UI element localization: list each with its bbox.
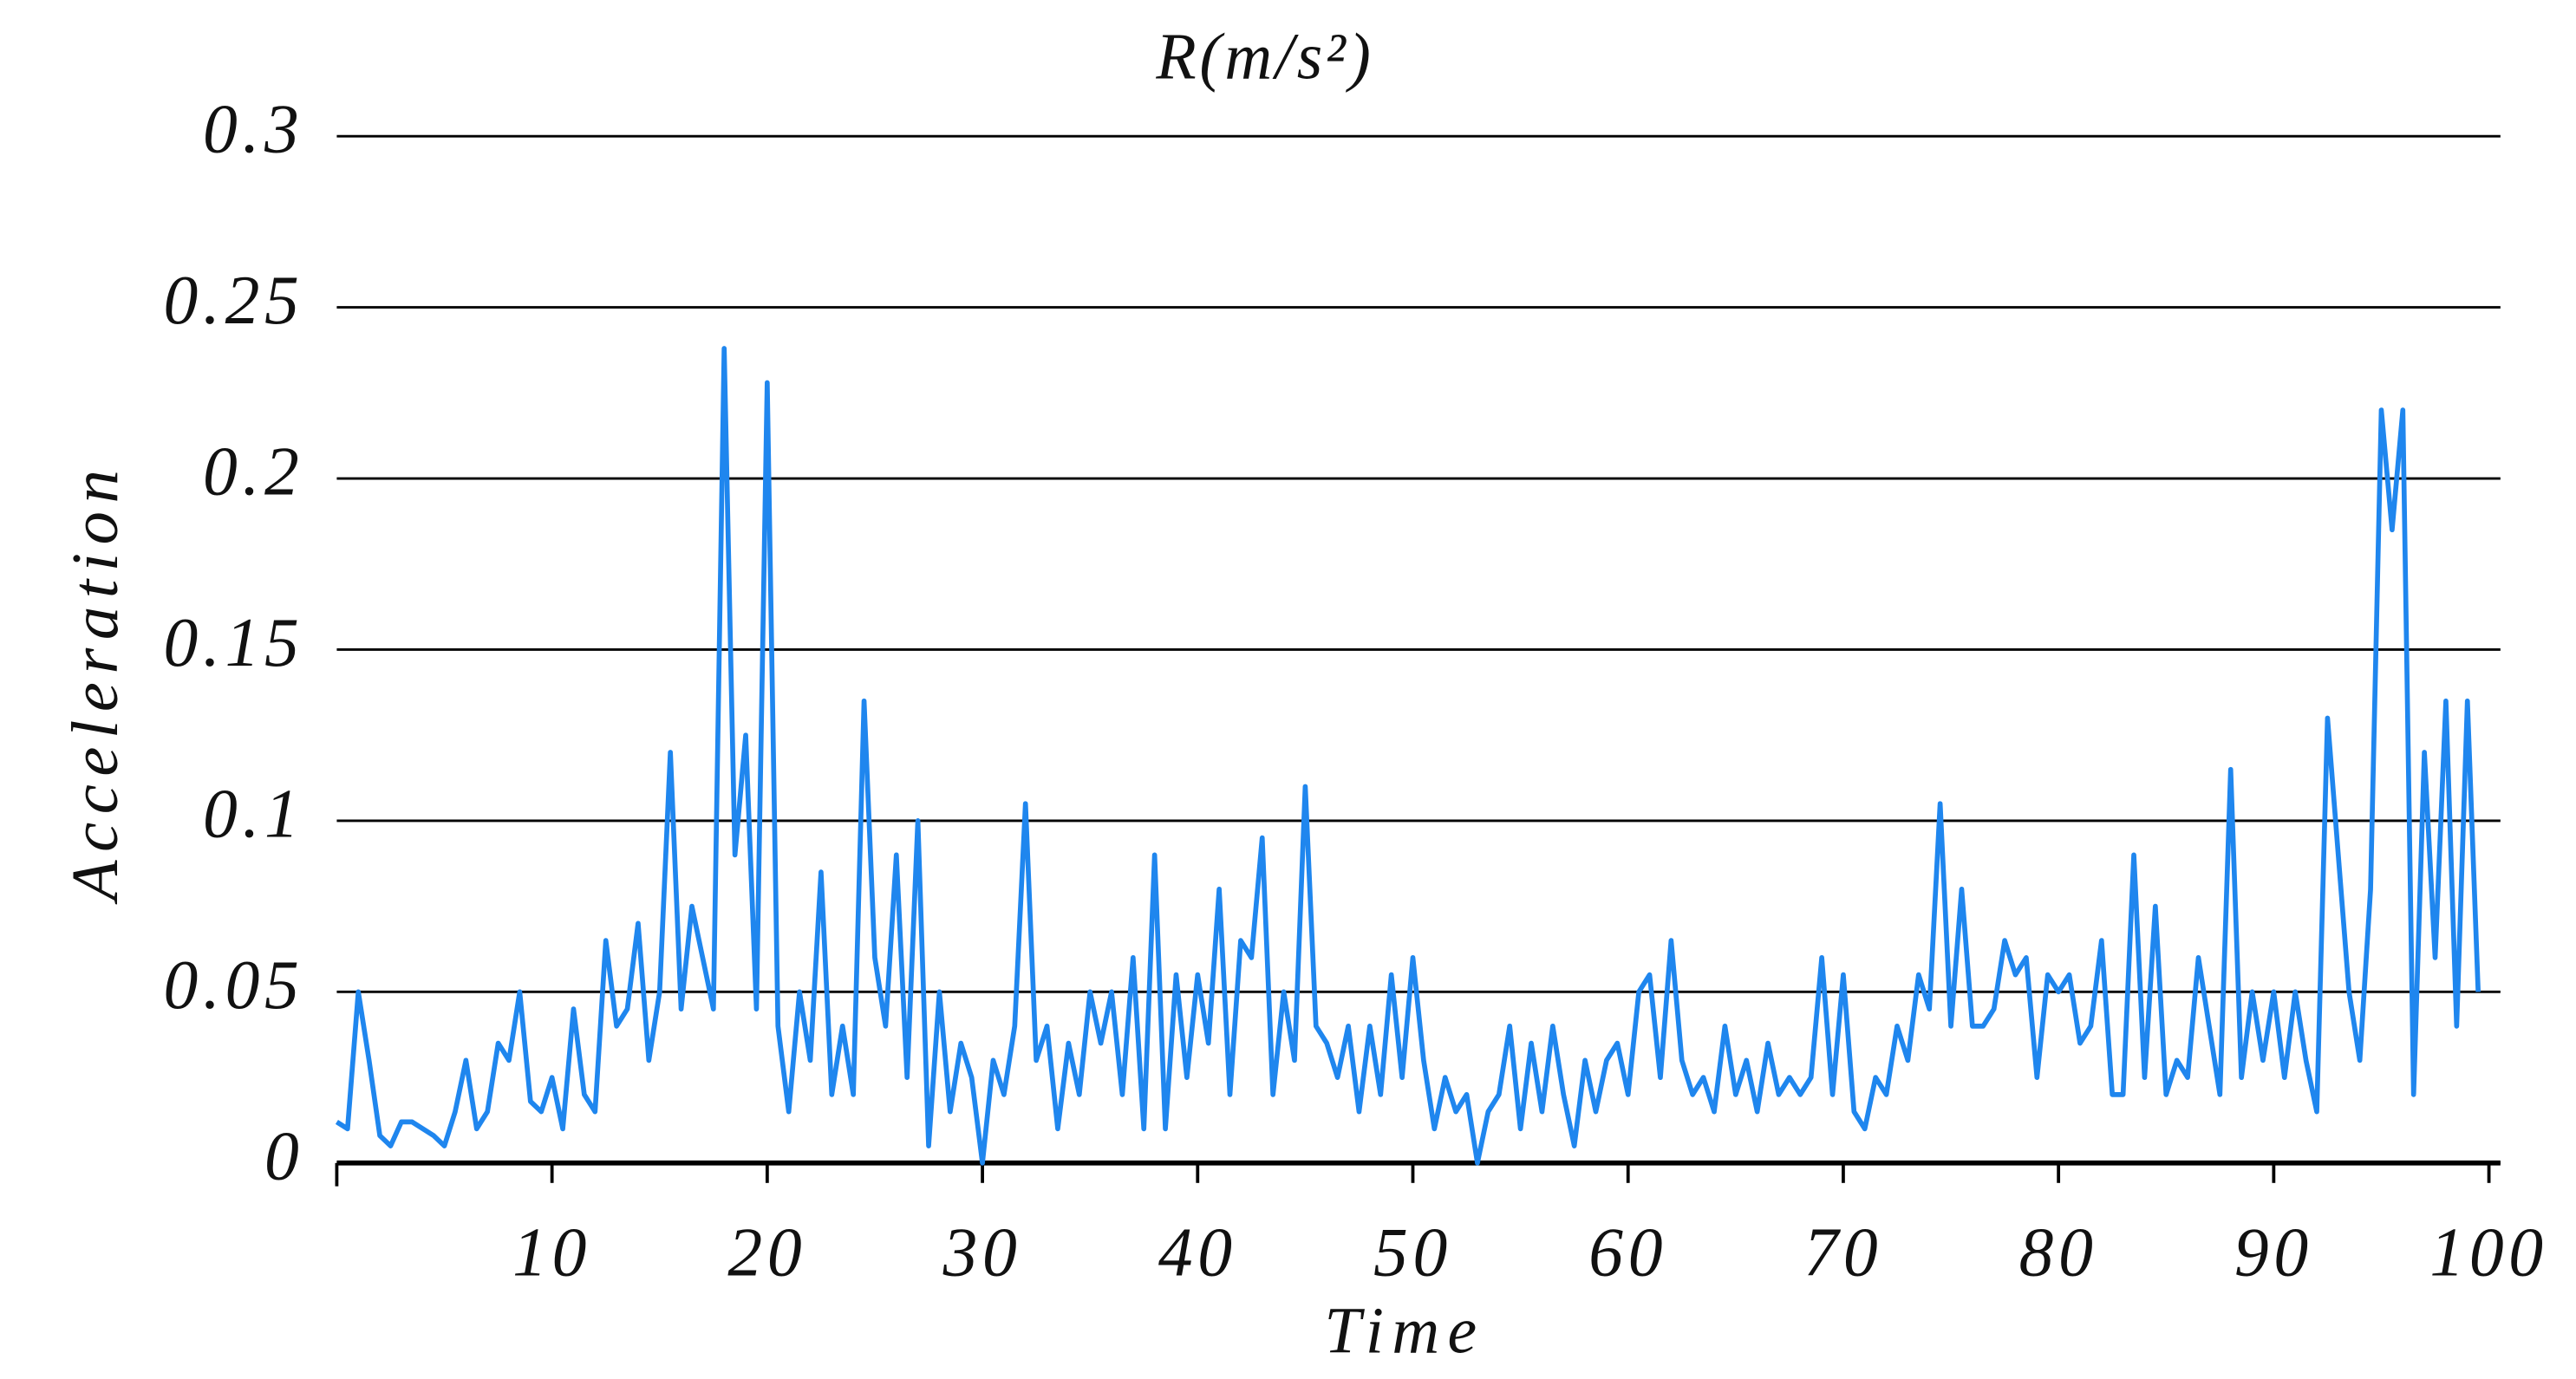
x-tick-label: 70 xyxy=(1803,1214,1882,1291)
x-tick-label: 10 xyxy=(512,1214,591,1291)
y-tick-label: 0.3 xyxy=(203,91,304,168)
x-tick-label: 40 xyxy=(1158,1214,1237,1291)
y-tick-label: 0.15 xyxy=(164,605,304,682)
x-tick-label: 100 xyxy=(2429,1214,2547,1291)
x-tick-label: 80 xyxy=(2019,1214,2098,1291)
y-tick-label: 0.25 xyxy=(164,263,304,340)
chart-title: R(m/s²) xyxy=(1155,20,1373,93)
y-tick-label: 0.2 xyxy=(203,433,304,511)
data-line xyxy=(335,346,2481,1166)
y-tick-label: 0 xyxy=(264,1118,303,1195)
y-tick-label: 0.05 xyxy=(164,946,304,1024)
y-axis-label: Acceleration xyxy=(59,462,132,906)
x-axis-label: Time xyxy=(1324,1294,1484,1367)
x-tick-label: 20 xyxy=(727,1214,806,1291)
x-tick-label: 50 xyxy=(1373,1214,1452,1291)
y-tick-label: 0.1 xyxy=(203,776,304,853)
x-tick-label: 90 xyxy=(2234,1214,2313,1291)
x-tick-label: 60 xyxy=(1588,1214,1667,1291)
x-tick-label: 30 xyxy=(942,1214,1022,1291)
